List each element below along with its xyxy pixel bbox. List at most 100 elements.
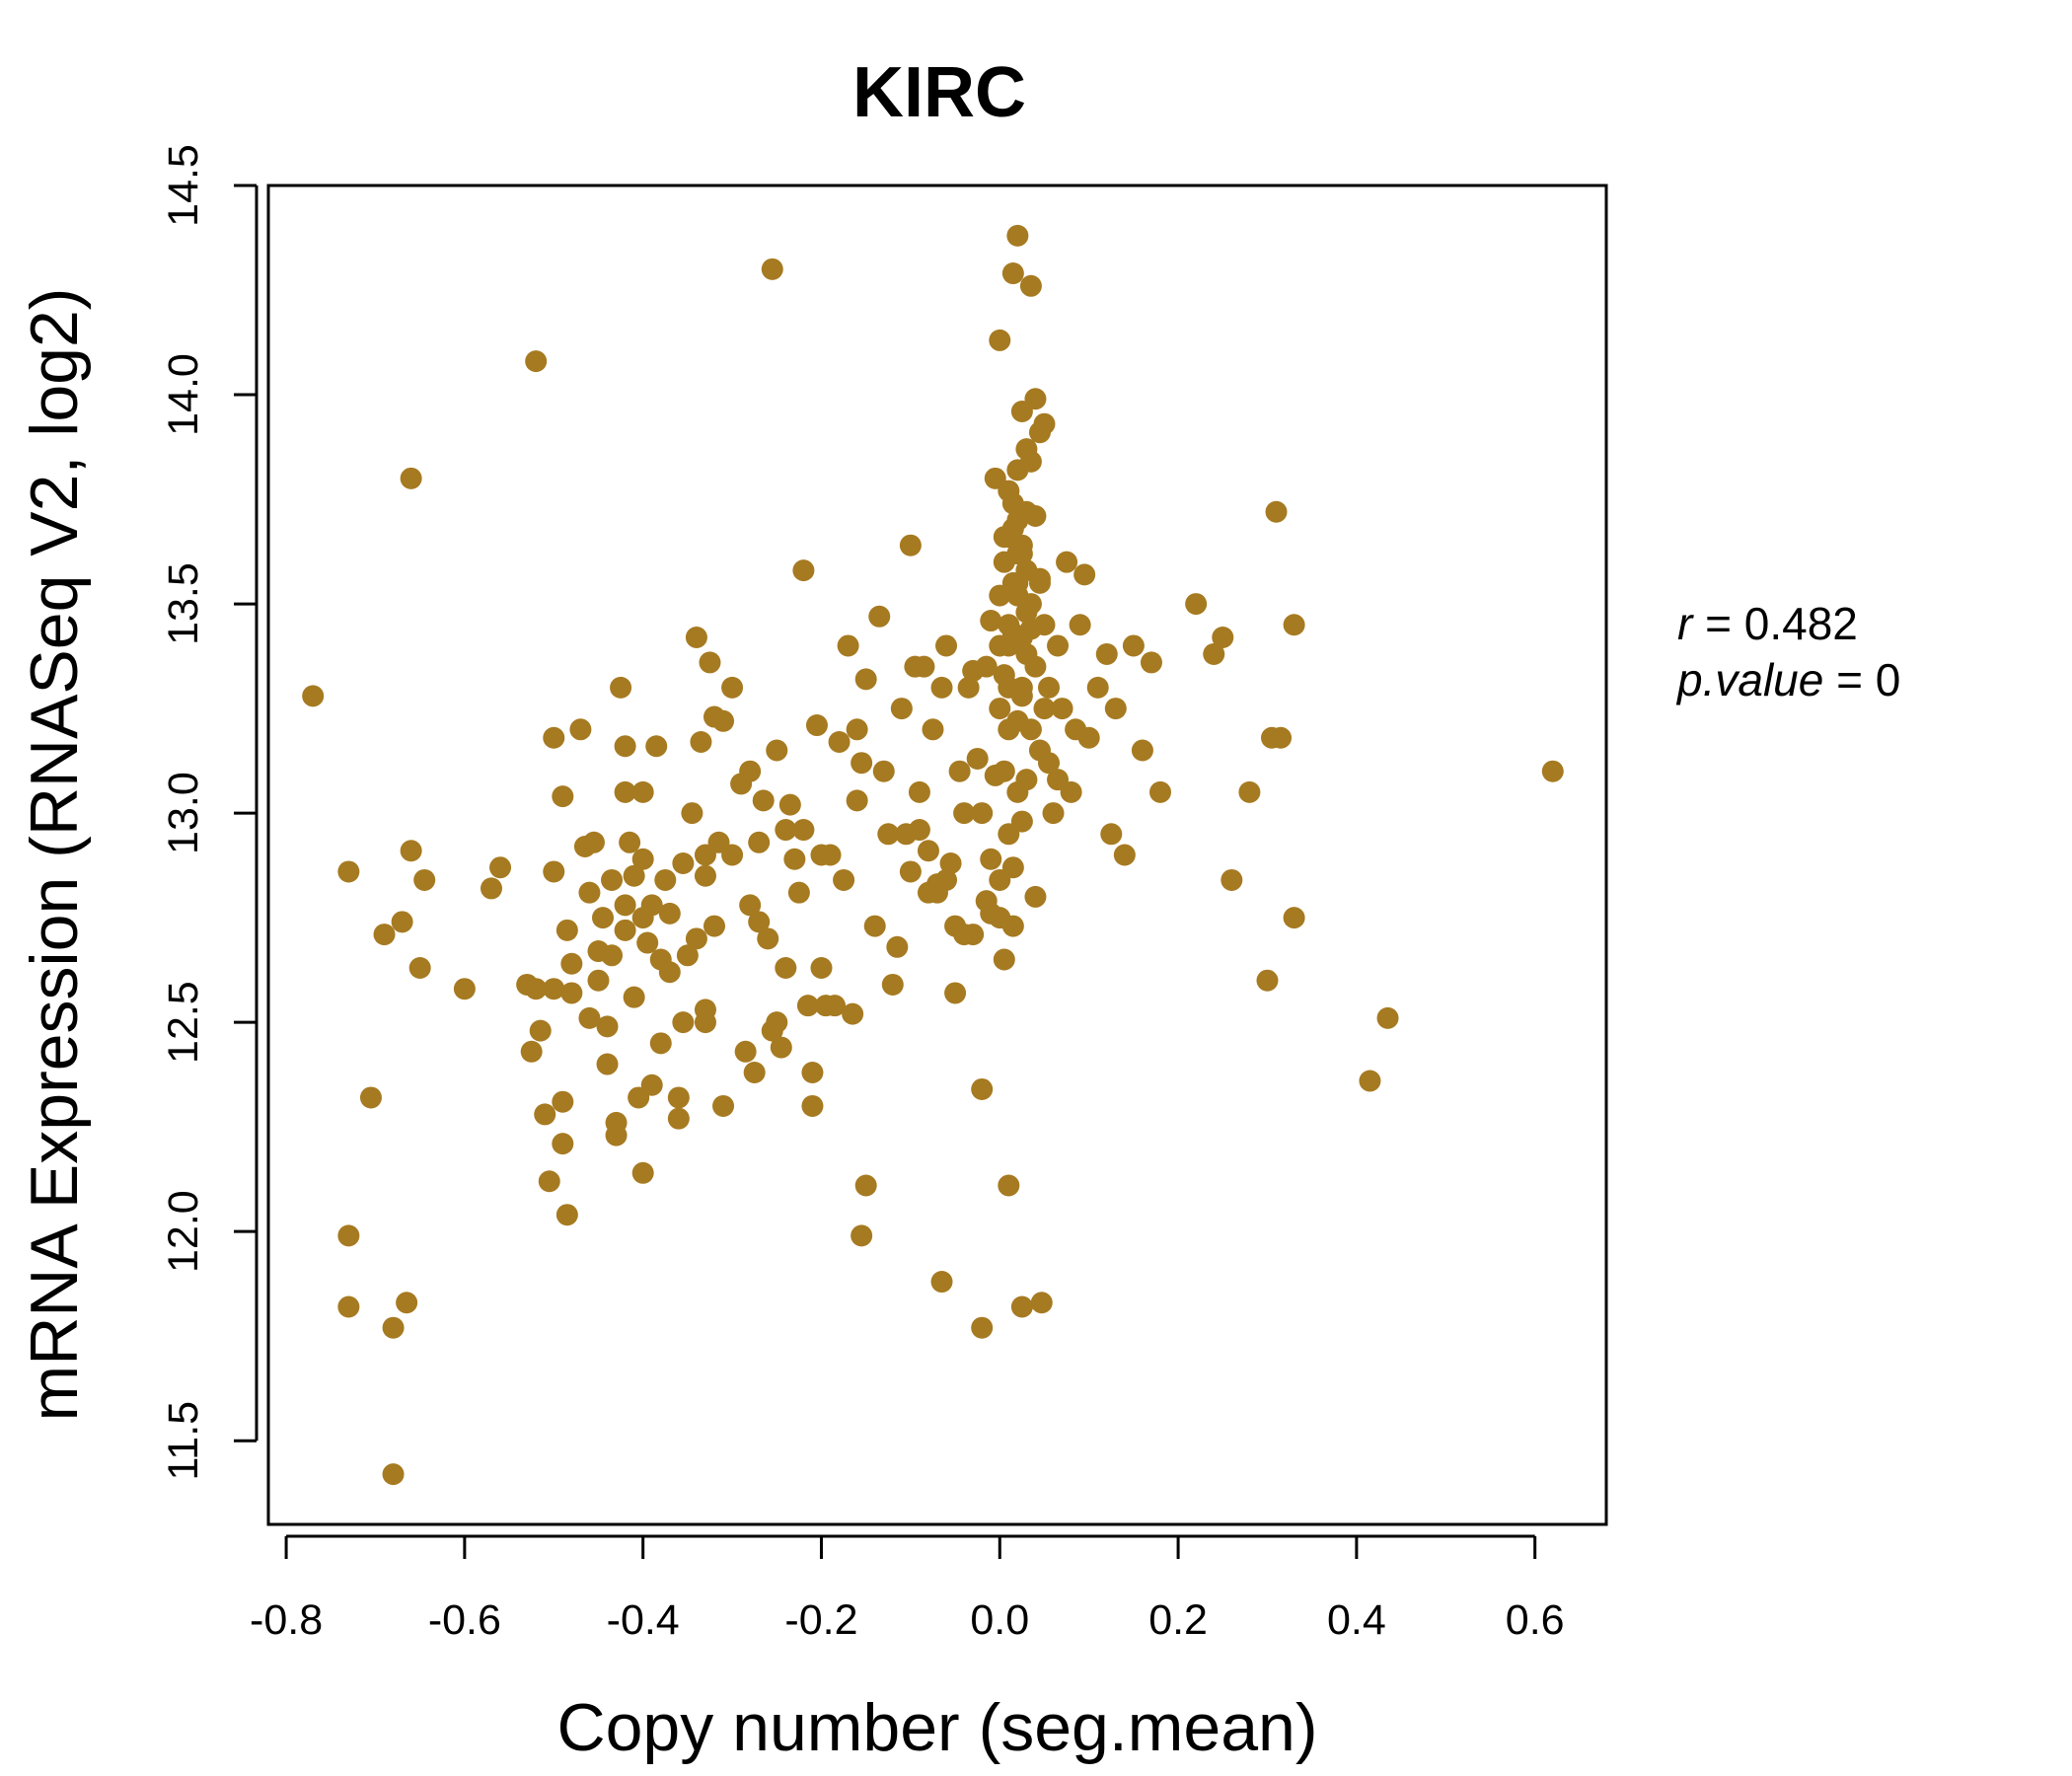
data-point (899, 860, 922, 883)
data-point (998, 526, 1020, 549)
data-point (851, 1224, 873, 1247)
data-point (984, 467, 1006, 489)
data-point (792, 819, 815, 842)
data-point (555, 919, 578, 941)
x-tick-label: 0.4 (1327, 1596, 1386, 1644)
data-point (734, 1040, 757, 1063)
data-point (525, 978, 548, 1000)
stats-annotation: r = 0.482 p.value = 0 (1675, 598, 1900, 705)
p-value: 0 (1876, 654, 1901, 705)
data-point (819, 844, 842, 866)
data-point (1006, 543, 1029, 565)
data-point (649, 1032, 672, 1055)
data-point (1541, 760, 1564, 782)
data-point (636, 931, 659, 954)
data-point (619, 831, 641, 853)
data-point (739, 760, 762, 782)
y-tick-label: 11.5 (160, 1401, 207, 1481)
data-point (631, 1161, 654, 1184)
data-point (766, 739, 788, 762)
data-point (529, 1019, 552, 1042)
data-point (833, 868, 855, 891)
x-axis-label: Copy number (seg.mean) (556, 1690, 1317, 1765)
data-point (337, 860, 360, 883)
data-point (481, 877, 502, 900)
x-tick-label: -0.6 (428, 1596, 501, 1644)
data-point (917, 840, 939, 862)
x-tick-label: -0.2 (784, 1596, 857, 1644)
data-point (770, 1036, 792, 1059)
data-point (1086, 676, 1109, 699)
data-point (578, 881, 601, 904)
data-point (948, 760, 971, 782)
data-point (543, 860, 565, 883)
chart-title: KIRC (852, 53, 1026, 132)
data-point (694, 999, 716, 1021)
data-point (614, 780, 636, 803)
data-point (980, 610, 1002, 632)
data-point (592, 907, 614, 929)
x-tick-label: 0.0 (970, 1596, 1029, 1644)
data-point (842, 1002, 864, 1025)
data-point (543, 978, 565, 1000)
data-point (1140, 651, 1162, 674)
data-point (1019, 450, 1042, 473)
data-point (552, 785, 574, 808)
data-point (1359, 1070, 1381, 1092)
data-point (761, 258, 783, 280)
data-point (993, 760, 1015, 782)
data-point (743, 1062, 766, 1084)
data-point (935, 868, 958, 891)
data-point (846, 789, 868, 812)
data-point (1077, 726, 1100, 749)
data-point (552, 1133, 574, 1155)
data-point (962, 924, 985, 946)
data-point (1069, 614, 1091, 636)
data-point (1033, 412, 1056, 435)
data-point (520, 1040, 543, 1063)
data-point (748, 831, 771, 853)
data-point (694, 864, 716, 887)
y-tick-label: 12.0 (160, 1190, 207, 1273)
r-stat: r = 0.482 (1677, 598, 1858, 649)
x-tick-label: -0.8 (250, 1596, 323, 1644)
data-point (1104, 698, 1127, 720)
data-point (1010, 810, 1033, 833)
data-point (899, 534, 922, 556)
data-point (989, 329, 1011, 351)
data-point (989, 584, 1011, 607)
data-point (1015, 601, 1038, 624)
data-points (302, 224, 1564, 1486)
data-point (1203, 642, 1225, 665)
data-point (1028, 567, 1051, 590)
r-value: 0.482 (1744, 598, 1858, 649)
data-point (872, 760, 895, 782)
data-point (1221, 868, 1243, 891)
data-point (538, 1170, 560, 1193)
data-point (957, 676, 980, 699)
data-point (582, 831, 605, 853)
data-point (828, 731, 851, 754)
data-point (980, 848, 1002, 870)
data-point (1019, 274, 1042, 297)
data-point (1376, 1006, 1399, 1029)
data-point (1100, 823, 1123, 846)
data-point (1024, 655, 1047, 678)
data-point (854, 1174, 877, 1197)
data-point (930, 1271, 953, 1294)
data-point (837, 634, 859, 657)
data-point (1030, 1292, 1053, 1314)
data-point (555, 1204, 578, 1226)
data-point (783, 848, 806, 870)
data-point (739, 894, 762, 917)
data-point (851, 752, 873, 775)
data-point (614, 735, 636, 758)
data-point (382, 1463, 405, 1486)
data-point (658, 902, 681, 925)
data-point (854, 668, 877, 691)
data-point (623, 864, 645, 887)
data-point (1006, 571, 1029, 594)
data-point (775, 819, 797, 842)
data-point (631, 780, 654, 803)
